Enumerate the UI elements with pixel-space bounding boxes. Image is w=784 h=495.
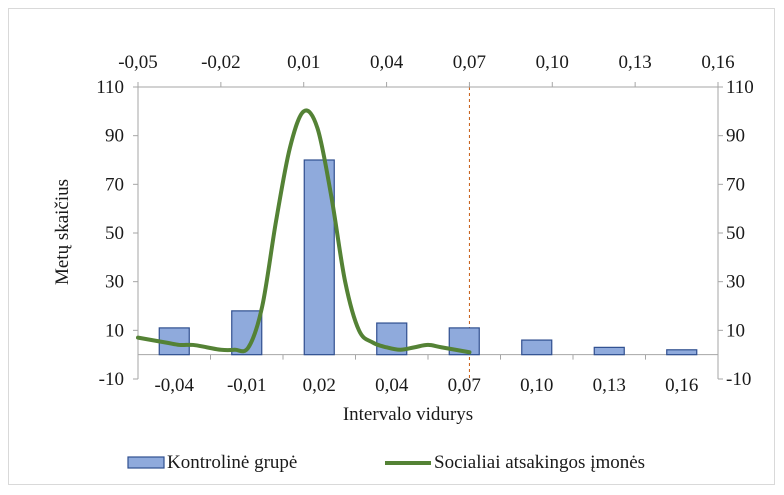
secondary-x-tick-label: 0,10 [536, 52, 569, 73]
legend: Kontrolinė grupė Socialiai atsakingos įm… [127, 452, 645, 473]
secondary-y-tick-label: 110 [726, 77, 754, 98]
y-tick-label: -10 [99, 369, 124, 390]
y-axis-title: Metų skaičius [52, 179, 73, 285]
secondary-y-tick-label: 10 [726, 320, 745, 341]
x-tick-label: 0,10 [520, 375, 553, 396]
secondary-y-tick-label: 50 [726, 223, 745, 244]
y-tick-label: 90 [105, 126, 124, 147]
x-tick-label: 0,16 [665, 375, 698, 396]
x-tick-label: 0,02 [303, 375, 336, 396]
y-tick-label: 30 [105, 272, 124, 293]
chart-frame [8, 8, 775, 485]
secondary-x-tick-label: 0,07 [453, 52, 486, 73]
secondary-y-tick-label: 30 [726, 272, 745, 293]
bars-layer [158, 159, 698, 356]
secondary-x-tick-label: -0,05 [118, 52, 158, 73]
secondary-x-tick-label: 0,01 [287, 52, 320, 73]
series-line [136, 108, 472, 355]
axes-layer [133, 82, 723, 380]
tick-labels-layer: -10 -10 10 10 30 30 50 50 70 70 90 90 110 110 -0,04 -0,… [96, 52, 754, 396]
secondary-y-tick-label: 90 [726, 126, 745, 147]
x-tick-label: 0,04 [375, 375, 409, 396]
x-tick-label: -0,01 [227, 375, 267, 396]
y-tick-label: 70 [105, 174, 124, 195]
secondary-y-tick-label: 70 [726, 174, 745, 195]
x-axis-title: Intervalo vidurys [343, 404, 473, 425]
secondary-x-tick-label: 0,13 [619, 52, 652, 73]
legend-swatch-bar [127, 456, 165, 469]
secondary-y-tick-label: -10 [726, 369, 751, 390]
y-tick-label: 50 [105, 223, 124, 244]
x-tick-label: -0,04 [154, 375, 194, 396]
x-tick-label: 0,13 [593, 375, 626, 396]
y-tick-label: 110 [96, 77, 124, 98]
bar [593, 346, 625, 356]
legend-label-control: Kontrolinė grupė [167, 452, 297, 473]
x-tick-label: 0,07 [448, 375, 481, 396]
legend-label-social: Socialiai atsakingos įmonės [434, 452, 645, 473]
secondary-x-tick-label: -0,02 [201, 52, 241, 73]
bar [666, 349, 698, 356]
bar [521, 339, 553, 356]
y-tick-label: 10 [105, 320, 124, 341]
secondary-x-tick-label: 0,16 [701, 52, 734, 73]
secondary-x-tick-label: 0,04 [370, 52, 404, 73]
line-layer [136, 108, 472, 355]
